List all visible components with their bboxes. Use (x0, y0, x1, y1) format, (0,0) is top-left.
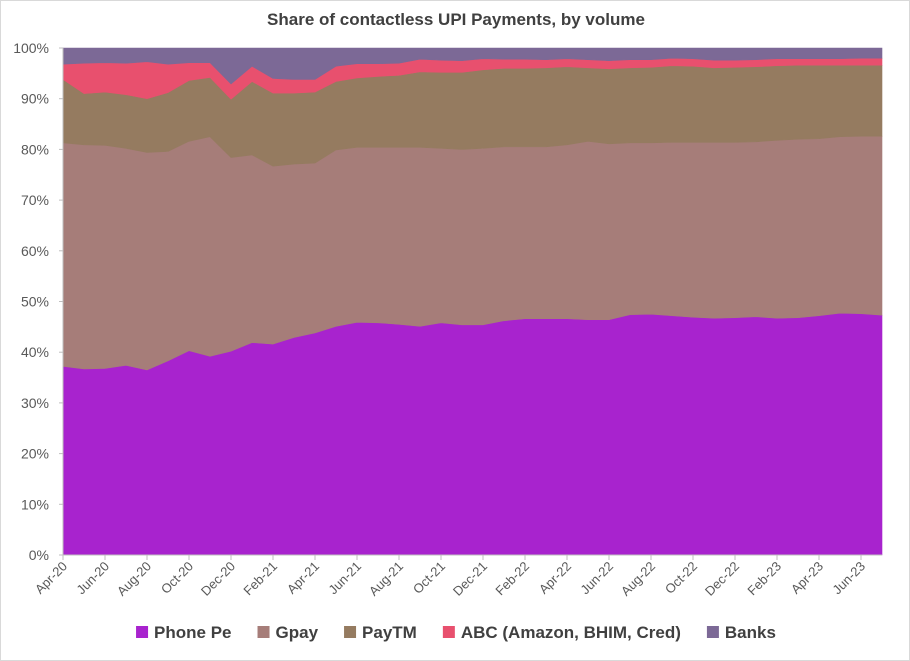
x-tick-label: Aug-22 (618, 559, 658, 599)
y-tick-label: 50% (21, 294, 49, 310)
x-tick-label: Oct-20 (158, 559, 196, 597)
y-tick-label: 40% (21, 344, 49, 360)
legend: Phone Pe Gpay PayTM ABC (Amazon, BHIM, Cred… (136, 623, 776, 642)
x-tick-label: Feb-23 (744, 559, 784, 599)
legend-swatch-abc-amazon-bhim-cred (442, 626, 455, 638)
x-tick-label: Apr-21 (284, 559, 322, 597)
x-tick-label: Jun-22 (577, 559, 616, 598)
x-tick-label: Apr-20 (32, 559, 70, 597)
x-axis-ticks: Apr-20 Jun-20 Aug-20 Oct-20 Dec-20 Feb-21 Apr-… (32, 555, 868, 599)
legend-swatch-gpay (257, 626, 270, 638)
y-tick-label: 80% (21, 141, 49, 157)
y-tick-label: 100% (13, 40, 49, 56)
x-tick-label: Dec-21 (450, 559, 490, 599)
y-tick-label: 30% (21, 395, 49, 411)
chart-title: Share of contactless UPI Payments, by vo… (267, 10, 645, 29)
legend-label-banks: Banks (725, 623, 776, 642)
series-areas (62, 47, 883, 556)
x-tick-label: Apr-23 (788, 559, 826, 597)
x-tick-label: Oct-21 (410, 559, 448, 597)
area-banks (62, 47, 883, 85)
x-tick-label: Aug-20 (114, 559, 154, 599)
y-axis-ticks: 0% 10% 20% 30% 40% 50% 60% 70% 80% 90% 100% (13, 40, 63, 563)
x-tick-label: Jun-23 (829, 559, 868, 598)
y-tick-label: 20% (21, 446, 49, 462)
legend-label-paytm: PayTM (362, 623, 417, 642)
x-tick-label: Oct-22 (662, 559, 700, 597)
x-tick-label: Jun-20 (73, 559, 112, 598)
x-tick-label: Feb-22 (492, 559, 532, 599)
y-tick-label: 70% (21, 192, 49, 208)
legend-swatch-paytm (344, 626, 357, 638)
legend-label-gpay: Gpay (276, 623, 319, 642)
legend-swatch-banks (706, 626, 719, 638)
legend-label-abc-amazon-bhim-cred: ABC (Amazon, BHIM, Cred) (461, 623, 681, 642)
legend-label-phone-pe: Phone Pe (154, 623, 231, 642)
y-tick-label: 0% (29, 547, 49, 563)
x-tick-label: Feb-21 (240, 559, 280, 599)
y-tick-label: 10% (21, 496, 49, 512)
y-tick-label: 90% (21, 91, 49, 107)
x-tick-label: Dec-22 (702, 559, 742, 599)
x-tick-label: Jun-21 (325, 559, 364, 598)
x-tick-label: Aug-21 (366, 559, 406, 599)
x-tick-label: Dec-20 (198, 559, 238, 599)
legend-swatch-phone-pe (136, 626, 149, 638)
x-tick-label: Apr-22 (536, 559, 574, 597)
y-tick-label: 60% (21, 243, 49, 259)
